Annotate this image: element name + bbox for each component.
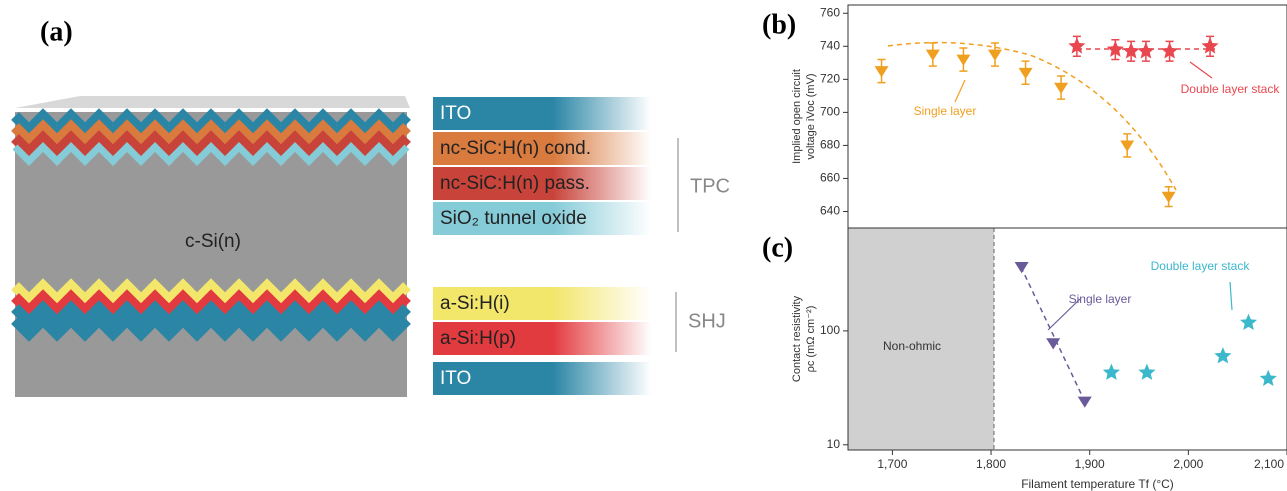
series-label: Single layer: [914, 104, 977, 118]
fit-line: [1020, 266, 1086, 403]
layer-swatch: [433, 167, 651, 200]
y-axis-label: Contact resistivity: [791, 295, 803, 382]
y-tick-label: 700: [820, 105, 840, 119]
cell-diagram: [11, 96, 411, 397]
zigzag-layer: [11, 300, 411, 330]
zigzag-layer: [11, 108, 411, 138]
data-point: [1106, 40, 1124, 57]
y-tick-label: 10: [827, 437, 841, 451]
data-point: [1161, 42, 1179, 59]
data-point: [1054, 82, 1069, 94]
data-point: [925, 49, 940, 61]
data-point: [1077, 396, 1092, 408]
layer-swatch: [433, 132, 651, 165]
layer-label: a-Si:H(i): [440, 293, 510, 314]
data-point: [1138, 363, 1156, 380]
data-point: [1120, 140, 1135, 152]
top-surface: [15, 96, 410, 108]
layer-swatch: [433, 202, 651, 235]
layer-label: nc-SiC:H(n) cond.: [440, 138, 591, 159]
arrow: [1189, 61, 1213, 79]
y-tick-label: 660: [820, 171, 840, 185]
zigzag-layer: [12, 142, 410, 166]
series-label: Single layer: [1069, 292, 1132, 306]
non-ohmic-region: [848, 228, 995, 450]
arrow: [1047, 298, 1081, 331]
arrow: [954, 79, 966, 103]
data-point: [956, 54, 971, 66]
panel-label: (c): [762, 232, 793, 263]
layer-label: nc-SiC:H(n) pass.: [440, 173, 590, 194]
y-tick-label: 720: [820, 72, 840, 86]
y-tick-label: 640: [820, 204, 840, 218]
zigzag-layer: [11, 130, 411, 160]
group-label: TPC: [690, 175, 730, 197]
layer-label: ITO: [440, 103, 471, 124]
panel-label: (a): [40, 16, 73, 47]
layer-swatch: [433, 97, 651, 130]
data-point: [1240, 313, 1258, 330]
data-point: [1259, 369, 1277, 386]
x-tick-label: 1,800: [976, 457, 1006, 471]
series-label: Double layer stack: [1151, 259, 1251, 273]
data-point: [1068, 37, 1086, 54]
layer-swatch: [433, 362, 651, 395]
data-point: [1161, 191, 1176, 203]
y-tick-label: 680: [820, 138, 840, 152]
y-tick-label: 100: [820, 323, 840, 337]
data-point: [1014, 262, 1029, 274]
layer-label: a-Si:H(p): [440, 328, 516, 349]
layer-swatch: [433, 287, 651, 320]
data-point: [987, 49, 1002, 61]
data-point: [1046, 338, 1061, 350]
data-point: [1102, 363, 1120, 380]
zigzag-layer: [11, 278, 411, 308]
y-axis-label: voltage iVoc (mV): [805, 73, 817, 159]
data-point: [1137, 42, 1155, 59]
region-label: Non-ohmic: [883, 339, 941, 353]
layer-label: SiO₂ tunnel oxide: [440, 208, 587, 229]
layer-label: ITO: [440, 368, 471, 389]
group-label: SHJ: [688, 310, 726, 332]
data-point: [874, 66, 889, 78]
substrate-body: [15, 112, 407, 397]
x-tick-label: 1,700: [877, 457, 907, 471]
x-tick-label: 1,900: [1075, 457, 1105, 471]
layer-swatch: [433, 322, 651, 355]
series-label: Double layer stack: [1181, 82, 1281, 96]
x-axis-label: Filament temperature Tf (°C): [1021, 477, 1174, 491]
x-tick-label: 2,000: [1173, 457, 1203, 471]
substrate-label: c-Si(n): [185, 231, 241, 252]
y-axis-label: ρc (mΩ cm⁻²): [805, 306, 817, 373]
plot-frame: [847, 227, 1287, 451]
y-tick-label: 740: [820, 38, 840, 52]
zigzag-layer: [11, 312, 411, 342]
y-axis-label: Implied open circuit: [791, 69, 803, 164]
zigzag-layer: [11, 289, 411, 319]
data-point: [1018, 67, 1033, 80]
arrow: [1229, 281, 1233, 311]
data-point: [1201, 37, 1219, 54]
data-point: [1122, 42, 1140, 59]
y-tick-label: 760: [820, 5, 840, 19]
panel-label: (b): [762, 9, 796, 40]
data-point: [1214, 347, 1232, 364]
x-tick-label: 2,100: [1254, 457, 1284, 471]
zigzag-layer: [11, 119, 411, 149]
